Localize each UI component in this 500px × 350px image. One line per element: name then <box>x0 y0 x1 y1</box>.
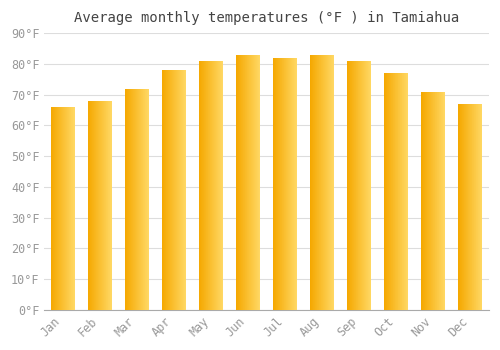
Title: Average monthly temperatures (°F ) in Tamiahua: Average monthly temperatures (°F ) in Ta… <box>74 11 460 25</box>
